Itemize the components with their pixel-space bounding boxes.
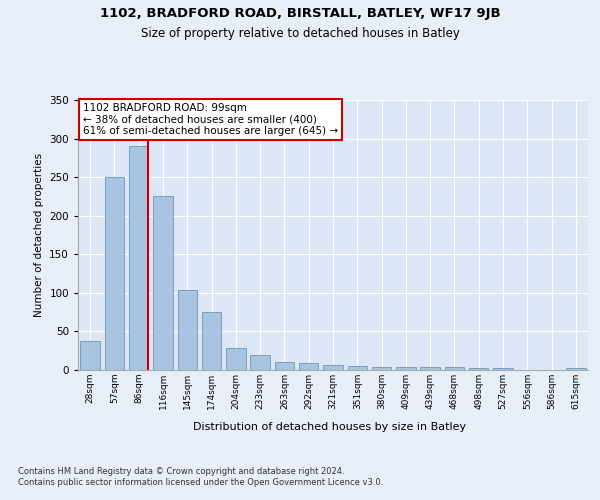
- Text: 1102, BRADFORD ROAD, BIRSTALL, BATLEY, WF17 9JB: 1102, BRADFORD ROAD, BIRSTALL, BATLEY, W…: [100, 8, 500, 20]
- Text: 1102 BRADFORD ROAD: 99sqm
← 38% of detached houses are smaller (400)
61% of semi: 1102 BRADFORD ROAD: 99sqm ← 38% of detac…: [83, 102, 338, 136]
- Bar: [445, 367, 464, 370]
- Text: Distribution of detached houses by size in Batley: Distribution of detached houses by size …: [193, 422, 467, 432]
- Bar: [105, 177, 124, 370]
- Bar: [178, 290, 197, 370]
- Y-axis label: Number of detached properties: Number of detached properties: [34, 153, 44, 317]
- Bar: [275, 362, 294, 370]
- Bar: [153, 196, 173, 370]
- Bar: [299, 363, 319, 370]
- Bar: [469, 368, 488, 370]
- Bar: [80, 340, 100, 370]
- Bar: [323, 366, 343, 370]
- Text: Contains HM Land Registry data © Crown copyright and database right 2024.
Contai: Contains HM Land Registry data © Crown c…: [18, 468, 383, 487]
- Bar: [347, 366, 367, 370]
- Text: Size of property relative to detached houses in Batley: Size of property relative to detached ho…: [140, 28, 460, 40]
- Bar: [250, 354, 270, 370]
- Bar: [226, 348, 245, 370]
- Bar: [129, 146, 148, 370]
- Bar: [396, 367, 416, 370]
- Bar: [202, 312, 221, 370]
- Bar: [421, 367, 440, 370]
- Bar: [493, 368, 513, 370]
- Bar: [566, 368, 586, 370]
- Bar: [372, 367, 391, 370]
